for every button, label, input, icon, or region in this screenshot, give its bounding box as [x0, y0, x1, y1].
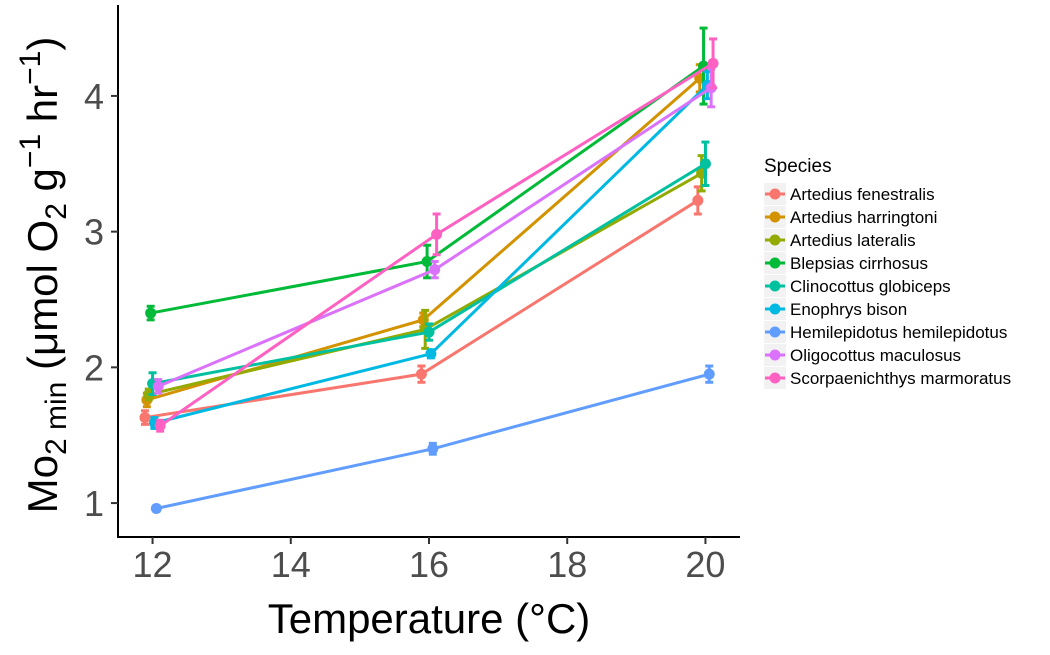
legend-label: Artedius lateralis	[790, 231, 916, 250]
legend-key-point	[769, 372, 781, 384]
data-point	[427, 443, 439, 455]
data-point	[154, 420, 166, 432]
y-tick-label: 3	[84, 212, 104, 253]
data-point	[145, 307, 157, 319]
series-hemilepidotus-hemilepidotus	[150, 364, 715, 514]
y-axis-title-sub: 2 min	[40, 382, 73, 455]
data-point	[423, 326, 435, 338]
series-scorpaenichthys-marmoratus	[154, 37, 719, 433]
legend-item: Oligocottus maculosus	[764, 344, 961, 366]
data-point	[692, 194, 704, 206]
legend-key-point	[769, 188, 781, 200]
legend-item: Scorpaenichthys marmoratus	[764, 367, 1011, 389]
x-tick-label: 14	[271, 544, 311, 585]
legend-key-point	[769, 303, 781, 315]
x-tick-label: 16	[409, 544, 449, 585]
y-axis-title-sup2: −1	[14, 51, 47, 85]
legend-item: Blepsias cirrhosus	[764, 252, 928, 274]
legend-label: Blepsias cirrhosus	[790, 254, 928, 273]
y-axis-title-text4: )	[19, 37, 66, 51]
legend-item: Clinocottus globiceps	[764, 275, 951, 297]
legend-key-point	[769, 326, 781, 338]
y-axis-title-sub2: 2	[40, 203, 73, 220]
data-point	[425, 348, 437, 360]
data-point	[707, 57, 719, 69]
data-point	[421, 256, 433, 267]
data-point	[429, 264, 441, 276]
x-tick-label: 20	[685, 544, 725, 585]
series-layer	[139, 26, 719, 514]
legend-label: Artedius harringtoni	[790, 208, 937, 227]
series-line	[148, 171, 703, 396]
y-axis-title-text2: g	[19, 168, 66, 203]
x-tick-label: 12	[133, 544, 173, 585]
legend-items: Artedius fenestralis Artedius harringtoni…	[764, 183, 1011, 389]
legend-key-point	[769, 211, 781, 223]
legend-label: Hemilepidotus hemilepidotus	[790, 323, 1007, 342]
y-axis-title-text1: (μmol O	[19, 220, 66, 382]
legend-label: Oligocottus maculosus	[790, 346, 961, 365]
legend-key-point	[769, 349, 781, 361]
legend-key-point	[769, 280, 781, 292]
legend-item: Hemilepidotus hemilepidotus	[764, 321, 1007, 343]
series-artedius-fenestralis	[139, 185, 704, 426]
y-axis-title-text3: hr	[19, 85, 66, 134]
legend: Species Artedius fenestralis Artedius har…	[764, 156, 1011, 389]
legend-label: Scorpaenichthys marmoratus	[790, 369, 1011, 388]
y-tick-label: 1	[84, 483, 104, 524]
series-blepsias-cirrhosus	[145, 26, 710, 322]
data-point	[415, 368, 427, 380]
y-ticks: 1 2 3 4	[84, 76, 118, 524]
y-tick-label: 4	[84, 76, 104, 117]
data-point	[150, 503, 162, 514]
y-tick-label: 2	[84, 347, 104, 388]
legend-item: Artedius harringtoni	[764, 206, 937, 228]
data-point	[139, 412, 151, 424]
data-point	[703, 368, 715, 380]
series-oligocottus-maculosus	[152, 67, 717, 395]
legend-item: Enophrys bison	[764, 298, 907, 320]
x-ticks: 12 14 16 18 20	[133, 537, 725, 585]
legend-title: Species	[764, 156, 832, 177]
y-axis-title-sup1: −1	[14, 134, 47, 168]
y-axis-title: Mo2 min (μmol O2 g−1 hr−1)	[14, 37, 73, 514]
data-point	[152, 380, 164, 392]
legend-key-point	[769, 234, 781, 246]
legend-label: Clinocottus globiceps	[790, 277, 951, 296]
legend-key-point	[769, 257, 781, 269]
legend-item: Artedius lateralis	[764, 229, 916, 251]
data-point	[431, 228, 443, 240]
legend-label: Artedius fenestralis	[790, 185, 935, 204]
y-axis-title-base: Mo	[19, 455, 66, 513]
legend-label: Enophrys bison	[790, 300, 907, 319]
x-tick-label: 18	[547, 544, 587, 585]
legend-item: Artedius fenestralis	[764, 183, 935, 205]
data-point	[699, 158, 711, 170]
x-axis-title: Temperature (°C)	[268, 595, 591, 642]
series-line	[156, 372, 710, 510]
